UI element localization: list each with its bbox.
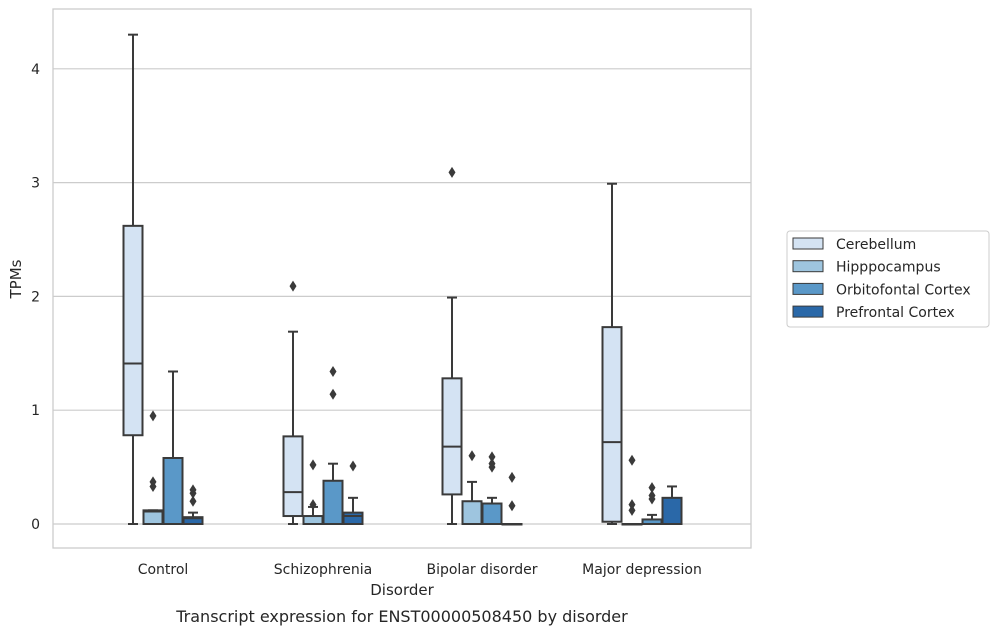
y-tick-label: 4 <box>31 62 40 78</box>
outlier-point <box>329 388 337 400</box>
x-tick-label: Major depression <box>582 562 702 578</box>
box-plot <box>501 471 523 526</box>
box <box>342 511 364 525</box>
outlier-point <box>189 495 197 507</box>
box-plot <box>162 370 184 525</box>
y-tick-label: 2 <box>31 289 40 305</box>
legend: Cerebellum Hipppocampus Orbitofontal Corte… <box>786 230 990 328</box>
box <box>481 502 503 525</box>
x-tick-labels: Control Schizophrenia Bipolar disorder Majo… <box>138 562 702 578</box>
box <box>282 435 304 518</box>
legend-label: Cerebellum <box>836 237 916 253</box>
outlier-point <box>189 484 197 496</box>
y-tick-label: 1 <box>31 403 40 419</box>
outlier-point <box>648 490 656 502</box>
box <box>302 515 324 525</box>
x-tick-label: Bipolar disorder <box>426 562 537 578</box>
box-plot <box>641 482 663 525</box>
outlier-point <box>488 458 496 470</box>
box-plot <box>122 33 144 525</box>
outlier-point <box>149 410 157 422</box>
chart-caption: Transcript expression for ENST0000050845… <box>175 607 628 626</box>
box <box>441 377 463 496</box>
outlier-point <box>329 366 337 378</box>
box-plot <box>461 450 483 525</box>
outlier-point <box>309 459 317 471</box>
box <box>322 479 344 526</box>
box-plot <box>481 451 503 525</box>
box-plot <box>601 182 623 525</box>
legend-swatch <box>792 260 824 273</box>
box <box>601 326 623 523</box>
outlier-point <box>309 499 317 511</box>
outlier-point <box>448 166 456 178</box>
legend-swatch <box>792 305 824 318</box>
gridlines <box>53 68 751 525</box>
box-plot <box>182 484 204 525</box>
outlier-point <box>628 504 636 516</box>
x-tick-label: Schizophrenia <box>274 562 372 578</box>
x-tick-label: Control <box>138 562 189 578</box>
outlier-point <box>628 454 636 466</box>
box <box>182 516 204 525</box>
outlier-point <box>648 482 656 494</box>
outlier-point <box>508 471 516 483</box>
box <box>162 456 184 525</box>
box <box>461 500 483 525</box>
legend-label: Orbitofontal Cortex <box>836 282 971 298</box>
box <box>122 224 144 437</box>
x-axis-title: Disorder <box>370 581 434 599</box>
outlier-point <box>149 476 157 488</box>
box-plot <box>621 454 643 526</box>
plot-frame <box>52 8 752 549</box>
box-plot <box>441 166 463 525</box>
y-axis-title: TPMs <box>7 259 25 299</box>
box-plot <box>142 410 164 525</box>
outlier-point <box>289 280 297 292</box>
box-plot <box>661 485 683 525</box>
outlier-point <box>488 451 496 463</box>
outlier-point <box>468 450 476 462</box>
legend-frame <box>786 230 990 328</box>
outlier-point <box>628 499 636 511</box>
legend-label: Hipppocampus <box>836 260 941 276</box>
y-tick-label: 3 <box>31 176 40 192</box>
box-plot <box>282 280 304 525</box>
box-plot <box>322 366 344 526</box>
box-plot <box>302 459 324 525</box>
y-tick-labels: 0 1 2 3 4 <box>31 62 40 533</box>
legend-swatch <box>792 237 824 250</box>
box <box>661 496 683 525</box>
legend-label: Prefrontal Cortex <box>836 305 955 321</box>
box-plot <box>342 460 364 525</box>
boxes <box>122 33 683 526</box>
legend-swatch <box>792 282 824 295</box>
outlier-point <box>508 500 516 512</box>
y-tick-label: 0 <box>31 517 40 533</box>
outlier-point <box>349 460 357 472</box>
